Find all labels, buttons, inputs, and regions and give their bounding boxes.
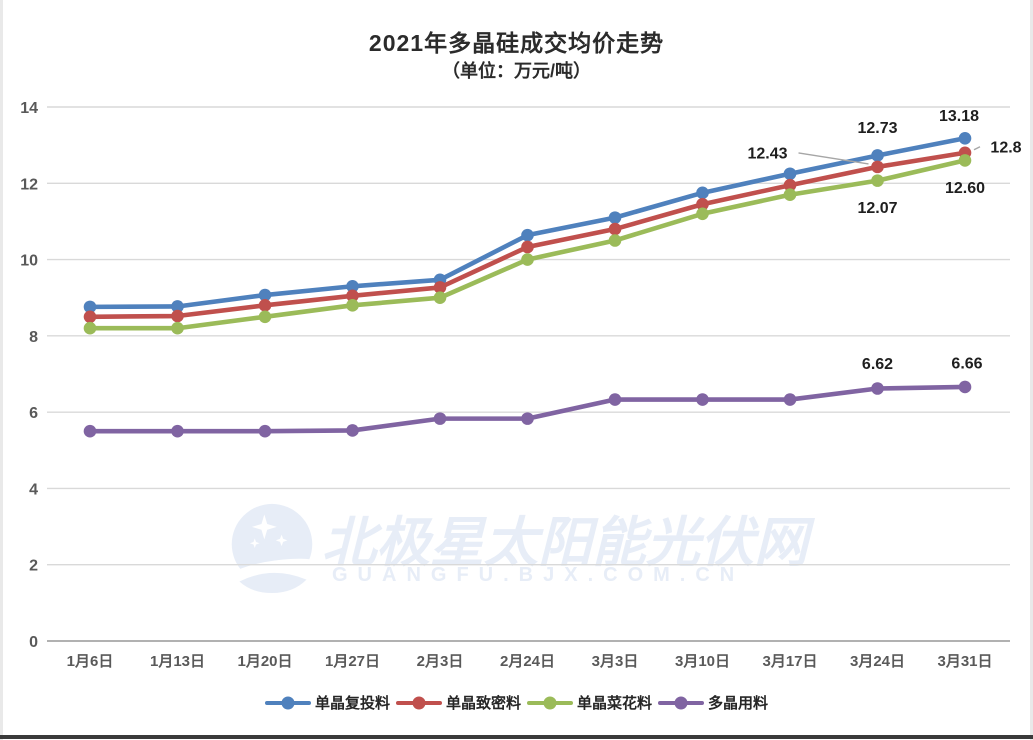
data-label: 6.66 [951, 355, 982, 372]
y-tick-label: 8 [29, 329, 38, 346]
data-point [171, 309, 184, 323]
legend-label: 单晶菜花料 [577, 695, 653, 712]
data-point [871, 160, 884, 174]
data-point [871, 149, 884, 162]
data-point [608, 234, 622, 247]
data-label: 12.60 [945, 180, 985, 197]
data-label: 12.8 [990, 139, 1021, 156]
leader-line [973, 146, 981, 151]
data-point [783, 167, 797, 181]
legend: 单晶复投料 单晶致密料 单晶菜花料 多晶用料 [0, 692, 1033, 713]
legend-item-单晶菜花料: 单晶菜花料 [527, 692, 652, 713]
data-point [521, 253, 534, 266]
data-point [608, 211, 622, 224]
data-point [871, 382, 884, 395]
y-tick-label: 12 [20, 176, 38, 193]
data-point [608, 393, 622, 406]
legend-item-单晶致密料: 单晶致密料 [395, 692, 521, 713]
data-point [433, 412, 447, 425]
data-point [433, 281, 447, 294]
y-tick-label: 14 [20, 100, 38, 117]
data-point [433, 291, 447, 305]
data-point [783, 188, 797, 202]
legend-line-marker-icon [658, 695, 705, 710]
data-point [608, 222, 622, 236]
data-point [521, 412, 534, 425]
data-point [958, 154, 972, 167]
x-tick-label: 2月24日 [500, 653, 555, 670]
y-tick-label: 0 [29, 634, 38, 651]
legend-item-多晶用料: 多晶用料 [658, 692, 768, 713]
data-label: 13.18 [939, 108, 979, 125]
data-point [696, 393, 709, 406]
watermark-text: 北极星太阳能光伏网 [322, 513, 808, 573]
data-point [258, 424, 272, 438]
data-point [83, 424, 97, 438]
data-point [83, 300, 97, 314]
data-point [258, 310, 272, 324]
y-tick-label: 4 [29, 481, 38, 498]
data-point [171, 300, 184, 313]
right-window-edge [1030, 0, 1033, 740]
x-tick-label: 1月6日 [67, 653, 114, 670]
x-tick-label: 3月10日 [675, 653, 730, 670]
x-tick-label: 3月31日 [937, 653, 992, 670]
y-tick-label: 10 [20, 253, 38, 270]
left-window-edge [0, 0, 3, 740]
data-point [346, 279, 359, 293]
watermark-subtext: GUANGFU.BJX.COM.CN [332, 564, 745, 586]
legend-label: 多晶用料 [708, 695, 769, 712]
data-point [83, 321, 97, 335]
data-label: 12.07 [857, 200, 897, 217]
data-point [696, 197, 709, 211]
data-point [346, 424, 359, 437]
x-tick-label: 3月17日 [762, 653, 817, 670]
bottom-window-edge [0, 735, 1033, 739]
data-point [871, 174, 884, 187]
y-tick-label: 6 [29, 405, 38, 422]
data-point [521, 240, 534, 254]
x-tick-label: 3月24日 [850, 653, 905, 670]
leader-line [798, 152, 869, 165]
legend-label: 单晶致密料 [445, 695, 521, 712]
legend-label: 单晶复投料 [314, 695, 390, 712]
data-point [258, 299, 272, 312]
legend-line-marker-icon [527, 695, 573, 710]
x-tick-label: 1月20日 [237, 653, 292, 670]
chart-subtitle: （单位：万元/吨） [441, 61, 591, 81]
watermark: 北极星太阳能光伏网 GUANGFU.BJX.COM.CN [226, 496, 846, 600]
data-point [521, 228, 534, 242]
data-point [783, 178, 797, 192]
x-tick-label: 2月3日 [417, 653, 464, 670]
x-tick-label: 1月27日 [325, 653, 380, 670]
y-tick-label: 2 [29, 558, 38, 575]
data-point [958, 131, 972, 145]
data-point [958, 380, 972, 394]
legend-line-marker-icon [264, 695, 311, 710]
data-label: 12.43 [747, 145, 787, 162]
data-point [171, 321, 184, 335]
data-point [171, 424, 184, 438]
data-point [346, 289, 359, 303]
data-point [346, 299, 359, 312]
data-label: 12.73 [857, 120, 897, 137]
chart-title: 2021年多晶硅成交均价走势 [368, 30, 665, 56]
data-label: 6.62 [862, 356, 893, 373]
data-point [696, 207, 709, 221]
series-line-单晶复投料 [87, 135, 968, 310]
data-point [783, 393, 797, 406]
data-point [258, 288, 272, 302]
x-tick-label: 1月13日 [150, 653, 205, 670]
legend-item-单晶复投料: 单晶复投料 [264, 692, 390, 713]
legend-line-marker-icon [395, 695, 442, 710]
x-tick-label: 3月3日 [592, 653, 639, 670]
data-point [696, 186, 709, 200]
data-point [83, 310, 97, 324]
